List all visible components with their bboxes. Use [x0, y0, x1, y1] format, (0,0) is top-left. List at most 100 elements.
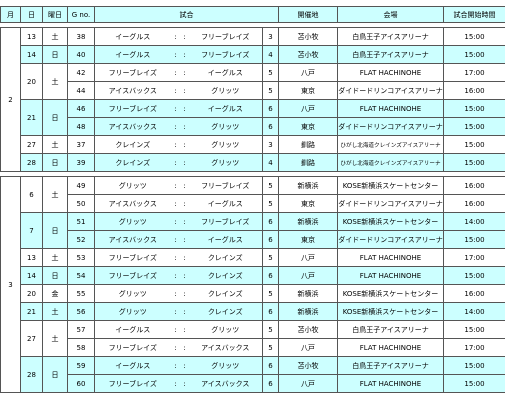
separator: : — [170, 284, 181, 303]
home-team: イーグルス — [94, 320, 171, 339]
month-cell: 2 — [0, 27, 21, 172]
spacer-cell — [0, 171, 505, 177]
home-team: アイスバックス — [94, 117, 171, 136]
venue: FLAT HACHINOHE — [337, 63, 444, 82]
separator: : — [180, 63, 189, 82]
separator: : — [180, 135, 189, 154]
home-team: クレインズ — [94, 135, 171, 154]
home-team: グリッツ — [94, 212, 171, 231]
schedule-row: 48 アイスバックス:: グリッツ 6 東京 ダイドードリンコアイスアリーナ 15:00 — [1, 117, 505, 136]
separator: : — [180, 374, 189, 393]
start-time: 15:00 — [443, 320, 505, 339]
day-cell: 6 — [20, 176, 43, 213]
separator: : — [170, 230, 181, 249]
day-cell: 14 — [20, 45, 43, 64]
game-number: 53 — [67, 248, 95, 267]
city: 苫小牧 — [278, 27, 338, 46]
city: 八戸 — [278, 63, 338, 82]
home-team: フリーブレイズ — [94, 63, 171, 82]
game-number: 55 — [67, 284, 95, 303]
round: 6 — [262, 374, 279, 393]
day-cell: 27 — [20, 320, 43, 357]
venue: FLAT HACHINOHE — [337, 374, 444, 393]
schedule-row: 52 アイスバックス:: イーグルス 6 東京 ダイドードリンコアイスアリーナ 15:00 — [1, 230, 505, 249]
city: 東京 — [278, 81, 338, 100]
separator: : — [170, 374, 181, 393]
separator: : — [170, 302, 181, 321]
game-number: 56 — [67, 302, 95, 321]
day-cell: 13 — [20, 27, 43, 46]
home-team: イーグルス — [94, 45, 171, 64]
round: 6 — [262, 266, 279, 285]
venue: KOSE新横浜スケートセンター — [337, 302, 444, 321]
away-team: グリッツ — [188, 135, 263, 154]
city: 新横浜 — [278, 302, 338, 321]
start-time: 15:00 — [443, 117, 505, 136]
away-team: グリッツ — [188, 356, 263, 375]
city: 八戸 — [278, 99, 338, 118]
day-cell: 20 — [20, 63, 43, 100]
city: 苫小牧 — [278, 320, 338, 339]
venue: ダイドードリンコアイスアリーナ — [337, 117, 444, 136]
weekday-cell: 日 — [42, 45, 68, 64]
round: 4 — [262, 45, 279, 64]
start-time: 16:00 — [443, 194, 505, 213]
separator: : — [170, 63, 181, 82]
city: 苫小牧 — [278, 356, 338, 375]
round: 5 — [262, 248, 279, 267]
away-team: グリッツ — [188, 320, 263, 339]
separator: : — [170, 153, 181, 172]
venue: ダイドードリンコアイスアリーナ — [337, 81, 444, 100]
schedule-row: 21 土 56 グリッツ:: クレインズ 6 新横浜 KOSE新横浜スケートセンター 14:00 — [1, 302, 505, 321]
game-number: 59 — [67, 356, 95, 375]
city: 東京 — [278, 117, 338, 136]
away-team: クレインズ — [188, 284, 263, 303]
city: 八戸 — [278, 374, 338, 393]
start-time: 15:00 — [443, 266, 505, 285]
start-time: 15:00 — [443, 135, 505, 154]
venue: FLAT HACHINOHE — [337, 266, 444, 285]
schedule-row: 27 土 57 イーグルス:: グリッツ 5 苫小牧 白鳥王子アイスアリーナ 15:00 — [1, 320, 505, 357]
start-time: 16:00 — [443, 81, 505, 100]
separator: : — [180, 338, 189, 357]
weekday-cell: 土 — [42, 176, 68, 213]
round: 6 — [262, 230, 279, 249]
separator: : — [170, 248, 181, 267]
game-number: 52 — [67, 230, 95, 249]
round: 4 — [262, 153, 279, 172]
weekday-cell: 土 — [42, 302, 68, 321]
header-cell: 試合 — [94, 6, 279, 23]
separator: : — [180, 302, 189, 321]
away-team: グリッツ — [188, 81, 263, 100]
game-number: 42 — [67, 63, 95, 82]
schedule-row: 21 日 46 フリーブレイズ:: イーグルス 6 八戸 FLAT HACHINOHE 15:0… — [1, 99, 505, 136]
venue: KOSE新横浜スケートセンター — [337, 284, 444, 303]
schedule-row: 7 日 51 グリッツ:: フリーブレイズ 6 新横浜 KOSE新横浜スケートセンター 14:0… — [1, 212, 505, 249]
home-team: クレインズ — [94, 153, 171, 172]
separator: : — [170, 194, 181, 213]
schedule-row: 3 6 土 49 グリッツ:: フリーブレイズ 5 新横浜 KOSE新横浜スケートセンター 16:… — [0, 176, 505, 393]
month-cell: 3 — [0, 176, 21, 393]
table-header: 月 日 曜日 G no. 試合 開催地 会場 試合開始時間 — [0, 6, 505, 23]
separator: : — [170, 212, 181, 231]
round: 5 — [262, 81, 279, 100]
home-team: イーグルス — [94, 27, 171, 46]
schedule-row: 2 13 土 38 イーグルス:: フリーブレイズ 3 苫小牧 白鳥王子アイスアリーナ 15:00 — [0, 27, 505, 172]
start-time: 16:00 — [443, 284, 505, 303]
round: 6 — [262, 117, 279, 136]
separator: : — [170, 176, 181, 195]
round: 6 — [262, 99, 279, 118]
day-cell: 13 — [20, 248, 43, 267]
schedule-row: 27 土 37 クレインズ:: グリッツ 3 釧路 ひがし北海道クレインズアイスアリーナ 15:… — [1, 135, 505, 154]
game-number: 44 — [67, 81, 95, 100]
start-time: 15:00 — [443, 45, 505, 64]
game-number: 38 — [67, 27, 95, 46]
separator: : — [170, 27, 181, 46]
away-team: クレインズ — [188, 266, 263, 285]
weekday-cell: 土 — [42, 320, 68, 357]
home-team: フリーブレイズ — [94, 248, 171, 267]
round: 6 — [262, 212, 279, 231]
away-team: イーグルス — [188, 63, 263, 82]
weekday-cell: 日 — [42, 266, 68, 285]
day-cell: 21 — [20, 302, 43, 321]
